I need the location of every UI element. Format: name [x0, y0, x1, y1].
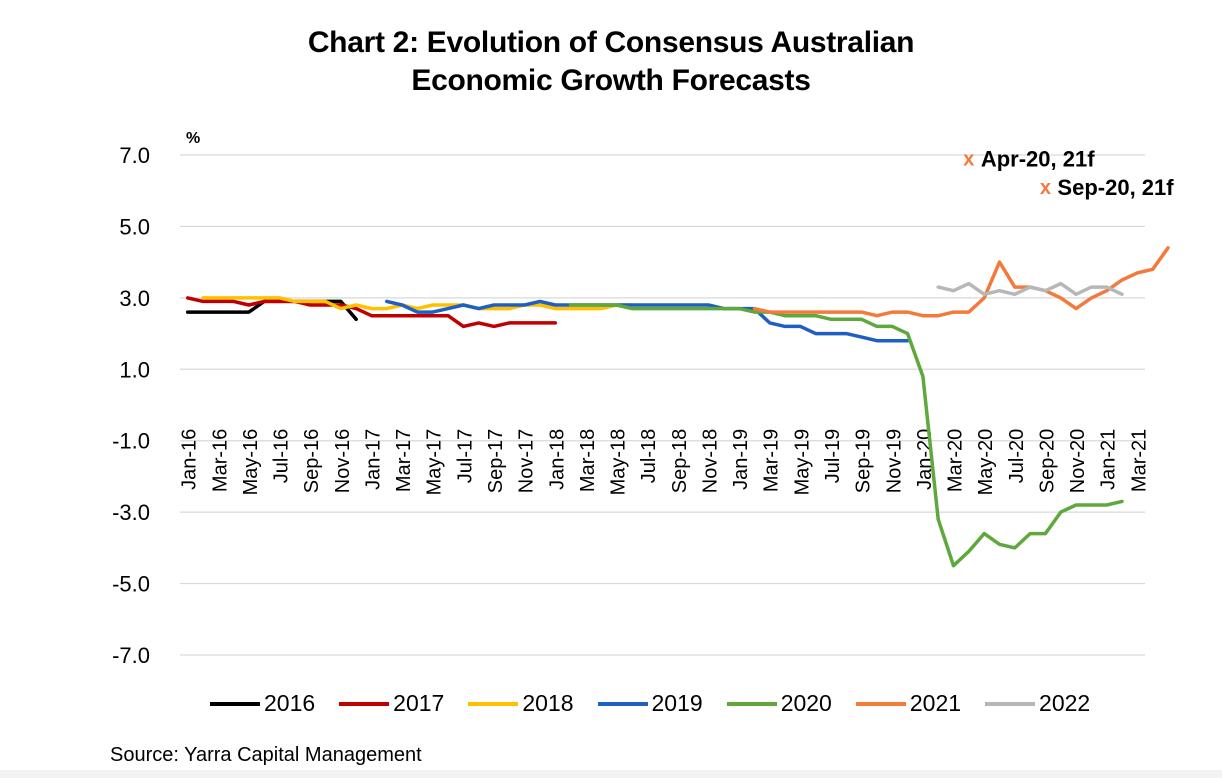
x-tick-label: Mar-18 [577, 429, 599, 492]
annotation-marker: x [963, 149, 974, 171]
legend-swatch [855, 701, 906, 706]
x-tick-label: Mar-20 [945, 429, 967, 492]
annotation-label: Sep-20, 21f [1057, 175, 1174, 200]
x-tick-label: Sep-16 [301, 429, 323, 494]
x-tick-label: Jan-18 [546, 429, 568, 490]
legend-swatch [210, 701, 260, 706]
y-axis-ticks: 7.0 5.0 3.0 1.0 -1.0 -3.0 -5.0 -7.0 [112, 143, 150, 668]
legend-swatch [985, 701, 1036, 706]
x-tick-label: Jul-18 [638, 429, 660, 483]
y-tick-label: 7.0 [119, 143, 150, 168]
series-line-2019 [385, 299, 910, 343]
y-axis-unit-label: % [186, 130, 200, 147]
series-line-2020 [568, 303, 1124, 568]
x-tick-label: Nov-17 [516, 429, 538, 493]
x-tick-label: May-17 [424, 429, 446, 496]
x-tick-label: May-20 [975, 429, 997, 496]
x-tick-label: Jan-19 [730, 429, 752, 490]
y-tick-label: 5.0 [119, 214, 150, 239]
x-tick-label: Nov-16 [332, 429, 354, 493]
chart-title: Chart 2: Evolution of Consensus Australi… [0, 24, 1222, 100]
annotation-marker: x [1040, 177, 1051, 199]
legend-label: 2021 [909, 690, 962, 716]
legend-label: 2018 [522, 690, 574, 716]
y-tick-label: -5.0 [112, 572, 150, 597]
chart-title-line2: Economic Growth Forecasts [411, 64, 811, 97]
legend-swatch [726, 701, 777, 706]
legend-label: 2022 [1039, 690, 1091, 716]
x-tick-label: May-19 [791, 429, 813, 496]
x-tick-label: Nov-18 [699, 429, 721, 493]
legend-item-2020: 2020 [726, 690, 832, 717]
x-tick-label: Jan-17 [362, 429, 384, 490]
source-note: Source: Yarra Capital Management [110, 744, 422, 766]
series-line-2018 [201, 296, 634, 311]
legend-swatch [468, 701, 519, 706]
legend-label: 2016 [264, 690, 316, 716]
x-tick-label: May-18 [608, 429, 630, 496]
chart-title-line1: Chart 2: Evolution of Consensus Australi… [307, 26, 915, 59]
x-tick-label: Sep-19 [853, 429, 875, 494]
legend-item-2016: 2016 [210, 690, 315, 717]
series-lines [185, 246, 1170, 568]
x-tick-label: Sep-17 [485, 429, 507, 494]
x-tick-label: Mar-21 [1128, 429, 1150, 492]
x-tick-label: Sep-18 [669, 429, 691, 494]
x-tick-label: Nov-19 [883, 429, 905, 493]
gridlines [180, 154, 1145, 656]
y-tick-label: -1.0 [112, 429, 150, 454]
x-tick-label: Jul-16 [271, 429, 293, 483]
x-tick-label: Mar-17 [393, 429, 415, 492]
annotation-label: Apr-20, 21f [981, 147, 1095, 172]
annotations: x Apr-20, 21f x Sep-20, 21f [963, 147, 1174, 201]
y-tick-label: 3.0 [119, 286, 150, 311]
legend-item-2019: 2019 [597, 690, 703, 717]
x-tick-label: Mar-16 [209, 429, 231, 492]
legend-swatch [597, 701, 648, 706]
legend-item-2021: 2021 [855, 690, 962, 717]
series-line-2017 [185, 296, 558, 329]
legend-item-2017: 2017 [339, 690, 444, 717]
legend-label: 2020 [780, 690, 832, 716]
legend: 2016 2017 2018 2019 2020 2021 2022 [210, 690, 1114, 717]
y-tick-label: -7.0 [112, 643, 150, 668]
series-line-2022 [936, 281, 1124, 297]
x-tick-label: Sep-20 [1036, 429, 1058, 494]
y-tick-label: -3.0 [112, 500, 150, 525]
series-line-2021 [752, 246, 1170, 318]
x-tick-label: Mar-19 [761, 429, 783, 492]
x-tick-label: May-16 [240, 429, 262, 496]
legend-item-2018: 2018 [468, 690, 574, 717]
legend-label: 2019 [651, 690, 703, 716]
legend-swatch [339, 701, 390, 706]
x-tick-label: Jul-20 [1006, 429, 1028, 483]
x-tick-label: Jan-21 [1098, 429, 1120, 490]
x-tick-label: Jan-16 [179, 429, 201, 490]
x-tick-label: Nov-20 [1067, 429, 1089, 493]
bottom-bar [0, 770, 1222, 778]
legend-item-2022: 2022 [985, 690, 1090, 717]
legend-label: 2017 [393, 690, 445, 716]
x-tick-label: Jul-17 [454, 429, 476, 483]
x-tick-label: Jul-19 [822, 429, 844, 483]
y-tick-label: 1.0 [119, 357, 150, 382]
x-axis-ticks: Jan-16 Mar-16 May-16 Jul-16 Sep-16 Nov-16 Jan-… [179, 429, 1151, 496]
